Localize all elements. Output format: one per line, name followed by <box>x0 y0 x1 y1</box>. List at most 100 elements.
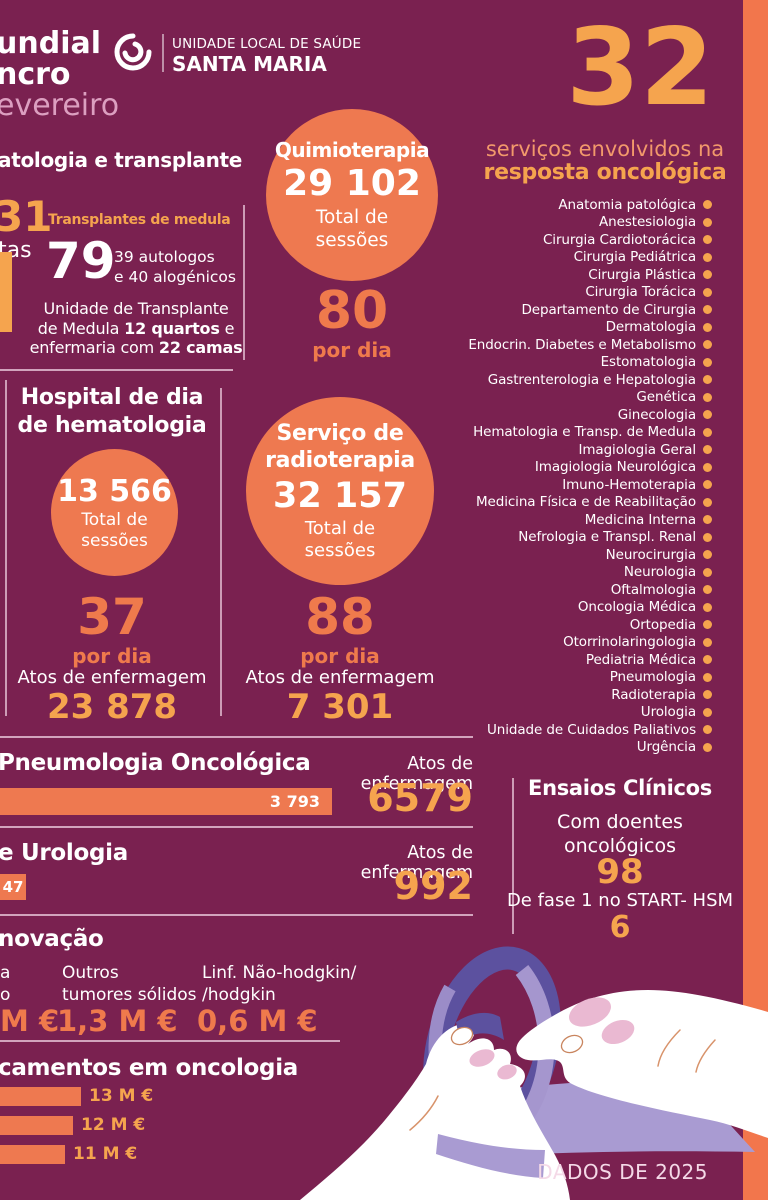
medications-bar-2 <box>0 1116 73 1135</box>
orange-sidebar <box>743 0 768 1200</box>
bullet-dot-icon <box>703 410 712 420</box>
right-hand-nail <box>560 1034 584 1054</box>
service-item: Neurologia <box>430 564 712 582</box>
service-item-label: Gastrenterologia e Hepatologia <box>487 371 696 388</box>
service-item: Departamento de Cirurgia <box>430 301 712 319</box>
divider-above-pneumology <box>0 736 473 738</box>
innovation-col1-value: M € <box>0 1004 60 1038</box>
bullet-dot-icon <box>703 480 712 490</box>
divider-vertical-left <box>5 380 7 716</box>
radiotherapy-total-label: Total de sessões <box>304 518 376 561</box>
radiotherapy-total: 32 157 <box>273 476 407 516</box>
bullet-dot-icon <box>703 532 712 542</box>
service-item: Unidade de Cuidados Paliativos <box>430 721 712 739</box>
bullet-dot-icon <box>703 340 712 350</box>
transplant-value: 79 <box>46 232 116 290</box>
right-hand-pink-accent2 <box>601 1019 635 1045</box>
divider-vertical-trials <box>512 778 514 934</box>
service-item: Radioterapia <box>430 686 712 704</box>
urology-nursing-label: Atos de enfermagem <box>360 843 473 883</box>
service-item-label: Pediatria Médica <box>585 651 696 668</box>
cut-number: 31 <box>0 192 53 241</box>
bullet-dot-icon <box>703 567 712 577</box>
right-hand <box>516 990 768 1138</box>
pneumology-title: Pneumologia Oncológica <box>0 750 311 776</box>
service-item: Anestesiologia <box>430 214 712 232</box>
bullet-dot-icon <box>703 585 712 595</box>
innovation-title: novação <box>0 926 104 952</box>
service-item-label: Otorrinolaringologia <box>563 634 696 651</box>
service-item-label: Estomatologia <box>600 354 697 371</box>
service-item-label: Urologia <box>640 704 696 721</box>
trials-value1: 98 <box>596 852 644 892</box>
transplant-note: Unidade de Transplante de Medula 12 quar… <box>28 299 244 358</box>
org-name-line2: SANTA MARIA <box>172 52 327 76</box>
service-item-label: Cirurgia Torácica <box>585 284 696 301</box>
urology-bar: 47 <box>0 874 26 900</box>
medications-bar-3-label: 11 M € <box>73 1144 138 1164</box>
hematology-day-total-label: Total de sessões <box>81 509 148 551</box>
hospital-logo-icon <box>114 33 152 71</box>
bullet-dot-icon <box>703 427 712 437</box>
event-title: undial ncro evereiro <box>0 28 119 121</box>
section-title-hematology-transplant: atologia e transplante <box>0 148 243 172</box>
service-item: Cirurgia Pediátrica <box>430 249 712 267</box>
service-item-label: Cirurgia Pediátrica <box>573 249 697 266</box>
left-hand-pink-accent <box>469 1049 495 1067</box>
transplant-note-line2: de Medula 12 quartos e <box>28 319 244 339</box>
service-item-label: Imagiologia Neurológica <box>534 459 696 476</box>
trials-title: Ensaios Clínicos <box>528 776 712 800</box>
chemo-per-day: 80 <box>315 281 389 341</box>
note-l2b: 12 quartos <box>124 318 220 338</box>
radiotherapy-nursing-value: 7 301 <box>286 687 394 727</box>
bullet-dot-icon <box>703 742 712 752</box>
innovation-col3-value: 0,6 M € <box>197 1004 318 1038</box>
service-item-label: Neurologia <box>623 564 696 581</box>
service-item: Ortopedia <box>430 616 712 634</box>
service-item: Cirurgia Torácica <box>430 284 712 302</box>
medications-bar-3 <box>0 1145 65 1164</box>
bullet-dot-icon <box>703 392 712 402</box>
divider-under-transplant <box>0 369 233 371</box>
divider-above-medications <box>0 1040 340 1042</box>
bullet-dot-icon <box>703 515 712 525</box>
service-item-label: Oncologia Médica <box>577 599 696 616</box>
radiotherapy-nursing-label: Atos de enfermagem <box>245 667 435 688</box>
service-item-label: Radioterapia <box>611 686 696 703</box>
service-item-label: Ginecologia <box>617 406 696 423</box>
service-item-label: Endocrin. Diabetes e Metabolismo <box>468 336 696 353</box>
hematology-day-title: Hospital de dia de hematologia <box>17 385 207 438</box>
trials-label1: Com doentes oncológicos <box>557 811 683 857</box>
hematology-day-nursing-value: 23 878 <box>46 687 178 727</box>
note-l2a: de Medula <box>37 318 125 338</box>
divider-above-urology <box>0 826 473 828</box>
left-hand-nail <box>450 1026 474 1046</box>
transplant-note-line3: enfermaria com 22 camas <box>28 338 244 358</box>
chemo-total: 29 102 <box>283 163 421 204</box>
footer-note: DADOS DE 2025 <box>537 1160 708 1184</box>
bullet-dot-icon <box>703 287 712 297</box>
service-item: Urologia <box>430 704 712 722</box>
bullet-dot-icon <box>703 707 712 717</box>
bullet-dot-icon <box>703 445 712 455</box>
service-item-label: Medicina Física e de Reabilitação <box>475 494 696 511</box>
innovation-col2-value: 1,3 M € <box>57 1004 178 1038</box>
bullet-dot-icon <box>703 497 712 507</box>
radiotherapy-per-day-label: por dia <box>300 644 380 668</box>
service-item: Oftalmologia <box>430 581 712 599</box>
chemo-circle: Quimioterapia 29 102 Total de sessões <box>266 109 438 281</box>
service-item: Medicina Física e de Reabilitação <box>430 494 712 512</box>
innovation-col3-label: Linf. Não-hodgkin/ /hodgkin <box>202 963 357 1005</box>
pneumology-bar-value: 3 793 <box>269 792 320 811</box>
urology-nursing-value: 992 <box>393 864 473 908</box>
divider-vertical-transplant <box>243 205 245 360</box>
hematology-day-nursing-label: Atos de enfermagem <box>17 667 207 688</box>
hand-crease-lines <box>409 1029 716 1131</box>
service-item: Hematologia e Transp. de Medula <box>430 424 712 442</box>
bullet-dot-icon <box>703 252 712 262</box>
service-item: Neurocirurgia <box>430 546 712 564</box>
pneumology-nursing-label: Atos de enfermagem <box>360 754 473 794</box>
transplant-note-line1: Unidade de Transplante <box>43 299 229 318</box>
hematology-day-per-day: 37 <box>77 588 147 646</box>
